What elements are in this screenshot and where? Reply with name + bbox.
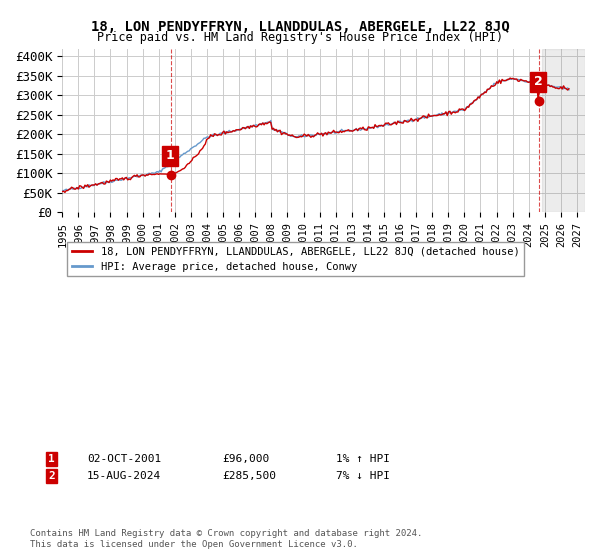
- Legend: 18, LON PENDYFFRYN, LLANDDULAS, ABERGELE, LL22 8JQ (detached house), HPI: Averag: 18, LON PENDYFFRYN, LLANDDULAS, ABERGELE…: [67, 242, 524, 276]
- Text: Price paid vs. HM Land Registry's House Price Index (HPI): Price paid vs. HM Land Registry's House …: [97, 31, 503, 44]
- Text: 7% ↓ HPI: 7% ↓ HPI: [336, 471, 390, 481]
- Text: 1% ↑ HPI: 1% ↑ HPI: [336, 454, 390, 464]
- Bar: [542, 49, 585, 212]
- Text: Contains HM Land Registry data © Crown copyright and database right 2024.
This d: Contains HM Land Registry data © Crown c…: [30, 529, 422, 549]
- Text: 1: 1: [48, 454, 55, 464]
- Text: 1: 1: [166, 150, 175, 162]
- Text: 2: 2: [534, 76, 542, 88]
- Text: 02-OCT-2001: 02-OCT-2001: [87, 454, 161, 464]
- Text: 15-AUG-2024: 15-AUG-2024: [87, 471, 161, 481]
- Text: £96,000: £96,000: [222, 454, 269, 464]
- Text: 18, LON PENDYFFRYN, LLANDDULAS, ABERGELE, LL22 8JQ: 18, LON PENDYFFRYN, LLANDDULAS, ABERGELE…: [91, 20, 509, 34]
- Text: 2: 2: [48, 471, 55, 481]
- Text: £285,500: £285,500: [222, 471, 276, 481]
